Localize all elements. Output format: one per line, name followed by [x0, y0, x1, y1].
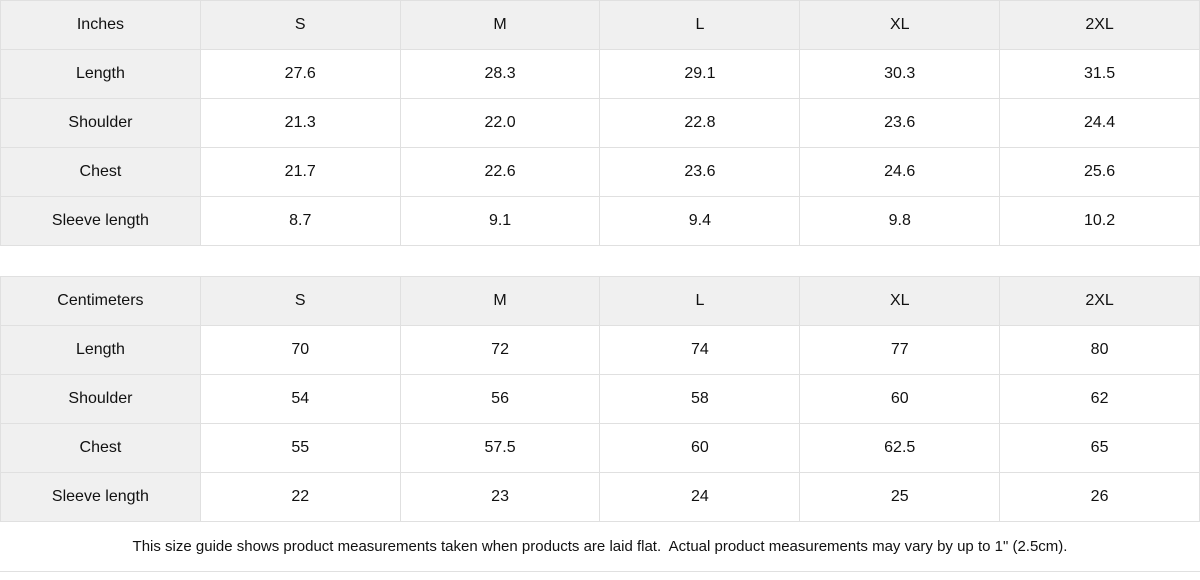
size-col-header: XL	[799, 0, 1001, 50]
row-label: Length	[0, 325, 201, 375]
row-label: Sleeve length	[0, 472, 201, 522]
measurement-cell: 54	[199, 374, 401, 424]
measurement-cell: 9.1	[399, 196, 601, 246]
measurement-cell: 25	[799, 472, 1001, 522]
measurement-cell: 58	[599, 374, 801, 424]
size-col-header: L	[599, 0, 801, 50]
measurement-cell: 23.6	[799, 98, 1001, 148]
measurement-cell: 30.3	[799, 49, 1001, 99]
measurement-cell: 21.7	[199, 147, 401, 197]
row-label: Chest	[0, 423, 201, 473]
measurement-cell: 9.8	[799, 196, 1001, 246]
size-col-header: M	[399, 276, 601, 326]
measurement-cell: 57.5	[399, 423, 601, 473]
measurement-cell: 77	[799, 325, 1001, 375]
measurement-cell: 29.1	[599, 49, 801, 99]
size-col-header: XL	[799, 276, 1001, 326]
measurement-cell: 24	[599, 472, 801, 522]
size-col-header: S	[199, 0, 401, 50]
table-row: Shoulder 54 56 58 60 62	[0, 374, 1200, 424]
measurement-cell: 22.6	[399, 147, 601, 197]
unit-header: Inches	[0, 0, 201, 50]
table-row: Length 70 72 74 77 80	[0, 325, 1200, 375]
row-label: Sleeve length	[0, 196, 201, 246]
measurement-cell: 21.3	[199, 98, 401, 148]
measurement-cell: 23	[399, 472, 601, 522]
measurement-cell: 25.6	[999, 147, 1200, 197]
centimeters-size-table: Centimeters S M L XL 2XL Length 70 72 74…	[0, 276, 1200, 522]
table-row: Shoulder 21.3 22.0 22.8 23.6 24.4	[0, 98, 1200, 148]
measurement-cell: 8.7	[199, 196, 401, 246]
measurement-cell: 74	[599, 325, 801, 375]
measurement-cell: 23.6	[599, 147, 801, 197]
measurement-cell: 55	[199, 423, 401, 473]
measurement-cell: 31.5	[999, 49, 1200, 99]
measurement-cell: 60	[799, 374, 1001, 424]
measurement-cell: 9.4	[599, 196, 801, 246]
table-row: Chest 55 57.5 60 62.5 65	[0, 423, 1200, 473]
size-col-header: M	[399, 0, 601, 50]
measurement-cell: 24.6	[799, 147, 1001, 197]
unit-header: Centimeters	[0, 276, 201, 326]
measurement-cell: 26	[999, 472, 1200, 522]
size-col-header: 2XL	[999, 0, 1200, 50]
size-col-header: L	[599, 276, 801, 326]
row-label: Shoulder	[0, 98, 201, 148]
measurement-cell: 24.4	[999, 98, 1200, 148]
table-header-row: Centimeters S M L XL 2XL	[0, 276, 1200, 326]
measurement-cell: 80	[999, 325, 1200, 375]
measurement-cell: 22.0	[399, 98, 601, 148]
table-row: Sleeve length 22 23 24 25 26	[0, 472, 1200, 522]
measurement-cell: 28.3	[399, 49, 601, 99]
size-guide-disclaimer: This size guide shows product measuremen…	[0, 522, 1200, 572]
row-label: Chest	[0, 147, 201, 197]
table-row: Chest 21.7 22.6 23.6 24.6 25.6	[0, 147, 1200, 197]
table-gap	[0, 246, 1200, 276]
measurement-cell: 62	[999, 374, 1200, 424]
table-header-row: Inches S M L XL 2XL	[0, 0, 1200, 50]
measurement-cell: 70	[199, 325, 401, 375]
measurement-cell: 62.5	[799, 423, 1001, 473]
size-col-header: 2XL	[999, 276, 1200, 326]
inches-size-table: Inches S M L XL 2XL Length 27.6 28.3 29.…	[0, 0, 1200, 246]
measurement-cell: 22.8	[599, 98, 801, 148]
measurement-cell: 72	[399, 325, 601, 375]
measurement-cell: 56	[399, 374, 601, 424]
table-row: Length 27.6 28.3 29.1 30.3 31.5	[0, 49, 1200, 99]
table-row: Sleeve length 8.7 9.1 9.4 9.8 10.2	[0, 196, 1200, 246]
size-col-header: S	[199, 276, 401, 326]
row-label: Length	[0, 49, 201, 99]
measurement-cell: 65	[999, 423, 1200, 473]
measurement-cell: 60	[599, 423, 801, 473]
row-label: Shoulder	[0, 374, 201, 424]
measurement-cell: 27.6	[199, 49, 401, 99]
measurement-cell: 10.2	[999, 196, 1200, 246]
measurement-cell: 22	[199, 472, 401, 522]
